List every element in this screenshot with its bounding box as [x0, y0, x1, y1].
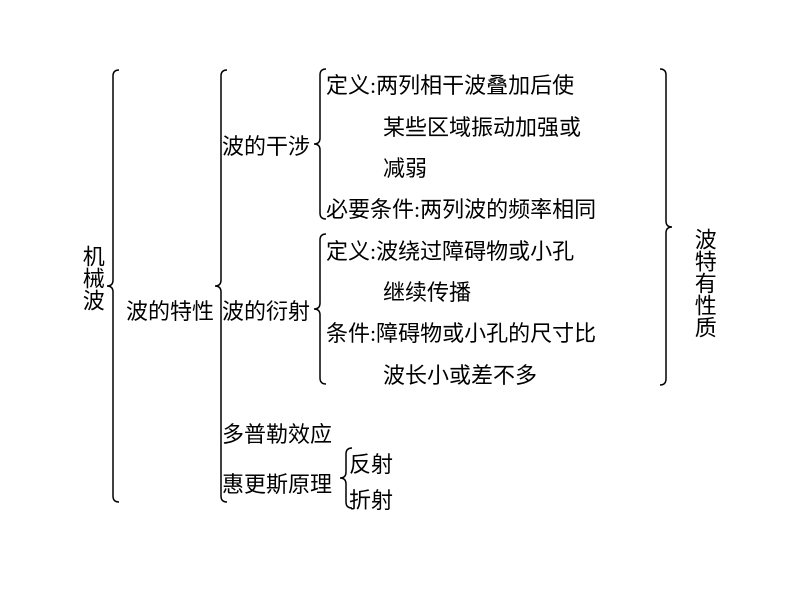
diffraction-def1: 定义:波绕过障碍物或小孔 — [326, 237, 574, 268]
diffraction-def2: 继续传播 — [383, 278, 471, 309]
brace-diffraction — [314, 234, 332, 384]
interference-def1: 定义:两列相干波叠加后使 — [326, 71, 574, 102]
brace-level1 — [215, 70, 233, 502]
brace-right — [660, 69, 678, 385]
root-label: 机械波 — [76, 245, 107, 311]
diffraction-cond2: 波长小或差不多 — [383, 361, 537, 392]
brace-huygens — [340, 448, 358, 508]
level1-label: 波的特性 — [126, 297, 214, 328]
brace-root — [107, 70, 125, 502]
interference-label: 波的干涉 — [222, 132, 310, 163]
right-label: 波特有性质 — [688, 228, 719, 338]
brace-interference — [314, 69, 332, 219]
doppler-label: 多普勒效应 — [222, 420, 332, 451]
interference-cond: 必要条件:两列波的频率相同 — [326, 195, 596, 226]
diffraction-label: 波的衍射 — [222, 297, 310, 328]
interference-def2: 某些区域振动加强或 — [383, 113, 581, 144]
diffraction-cond1: 条件:障碍物或小孔的尺寸比 — [326, 319, 596, 350]
huygens-label: 惠更斯原理 — [222, 470, 332, 501]
interference-def3: 减弱 — [383, 154, 427, 185]
